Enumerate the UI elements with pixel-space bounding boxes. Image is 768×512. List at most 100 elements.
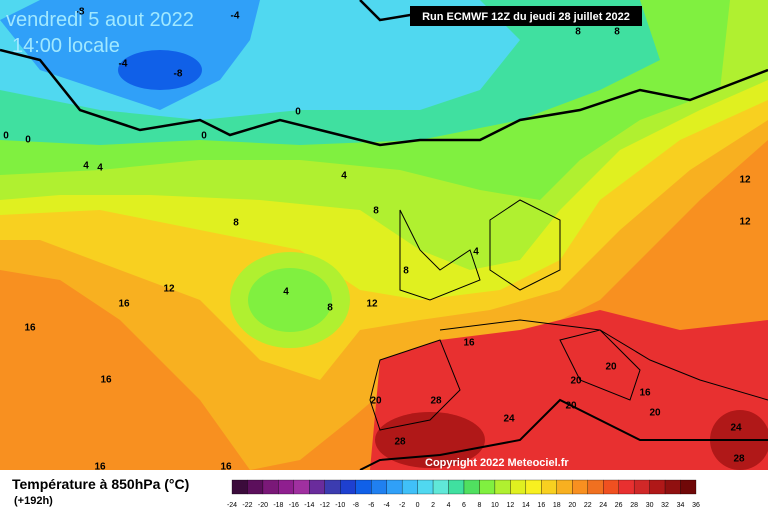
coastlines bbox=[0, 0, 768, 471]
scale-swatch bbox=[664, 479, 681, 495]
contour-label: 4 bbox=[473, 247, 479, 258]
contour-label: 20 bbox=[370, 396, 382, 407]
lead-time: (+192h) bbox=[14, 495, 53, 507]
scale-swatch bbox=[572, 479, 588, 495]
scale-swatch bbox=[340, 479, 356, 495]
scale-label: 2 bbox=[431, 502, 435, 509]
temperature-field bbox=[0, 0, 768, 470]
contour-label: 0 bbox=[295, 107, 301, 118]
contour-label: -8 bbox=[174, 69, 183, 80]
scale-swatch bbox=[633, 479, 650, 495]
scale-label: 36 bbox=[692, 502, 700, 509]
contour-label: 20 bbox=[649, 408, 661, 419]
contour-label: 0 bbox=[3, 131, 9, 142]
contour-label: -4 bbox=[231, 11, 240, 22]
contour-label: 4 bbox=[283, 287, 289, 298]
scale-swatch bbox=[262, 479, 279, 495]
contour-label: 4 bbox=[97, 163, 103, 174]
scale-label: 4 bbox=[447, 502, 451, 509]
scale-label: 26 bbox=[615, 502, 623, 509]
scale-label: 18 bbox=[553, 502, 561, 509]
scale-label: -10 bbox=[335, 502, 345, 509]
scale-swatch bbox=[525, 479, 542, 495]
scale-label: 22 bbox=[584, 502, 592, 509]
scale-swatch bbox=[231, 479, 248, 495]
scale-swatch bbox=[386, 479, 403, 495]
contour-label: 12 bbox=[163, 284, 175, 295]
color-scale: -24 -22 -20 -18 -16 -14 -12 -10 -8 -6 -4 -2 0 2 4 6 8 10 1… bbox=[227, 479, 700, 509]
scale-swatch bbox=[448, 479, 465, 495]
scale-label: 34 bbox=[677, 502, 685, 509]
scale-swatch bbox=[603, 479, 619, 495]
contour-label: 12 bbox=[739, 175, 751, 186]
contour-label: 8 bbox=[327, 303, 333, 314]
scale-swatch bbox=[278, 479, 295, 495]
scale-swatch bbox=[401, 479, 418, 495]
scale-swatch bbox=[324, 479, 341, 495]
contour-label: 8 bbox=[575, 27, 581, 38]
scale-label: 10 bbox=[491, 502, 499, 509]
contour-label: 28 bbox=[430, 396, 442, 407]
scale-label: 28 bbox=[630, 502, 638, 509]
contour-label: -8 bbox=[76, 7, 85, 18]
contour-label: 8 bbox=[373, 206, 379, 217]
scale-swatch bbox=[417, 479, 434, 495]
contour-label: 16 bbox=[94, 462, 106, 473]
contour-label: 0 bbox=[201, 131, 207, 142]
scale-label: -6 bbox=[368, 502, 374, 509]
run-info: Run ECMWF 12Z du jeudi 28 juillet 2022 bbox=[422, 11, 630, 23]
contour-label: 16 bbox=[220, 462, 232, 473]
scale-swatch bbox=[541, 479, 557, 495]
scale-label: -12 bbox=[320, 502, 330, 509]
scale-label: -4 bbox=[384, 502, 390, 509]
forecast-date: vendredi 5 aout 2022 bbox=[6, 9, 194, 31]
scale-label: 14 bbox=[522, 502, 530, 509]
scale-swatch bbox=[587, 479, 604, 495]
scale-label: -20 bbox=[258, 502, 268, 509]
scale-label: 32 bbox=[661, 502, 669, 509]
contour-label: 16 bbox=[24, 323, 36, 334]
run-box bbox=[410, 6, 642, 26]
scale-swatch bbox=[371, 479, 387, 495]
scale-swatch bbox=[680, 479, 697, 495]
scale-swatch bbox=[479, 479, 496, 495]
contour-label: 16 bbox=[463, 338, 475, 349]
contour-label: 8 bbox=[614, 27, 620, 38]
scale-swatch bbox=[463, 479, 480, 495]
scale-label: 20 bbox=[568, 502, 576, 509]
contour-label: 20 bbox=[565, 401, 577, 412]
scale-label: 24 bbox=[599, 502, 607, 509]
legend-title: Température à 850hPa (°C) bbox=[12, 476, 189, 492]
scale-label: 6 bbox=[462, 502, 466, 509]
scale-swatch bbox=[355, 479, 372, 495]
scale-swatch bbox=[556, 479, 573, 495]
scale-label: 16 bbox=[537, 502, 545, 509]
scale-swatch bbox=[510, 479, 527, 495]
scale-label: -18 bbox=[273, 502, 283, 509]
contour-label: 24 bbox=[730, 423, 742, 434]
scale-swatch bbox=[293, 479, 310, 495]
contour-label: 12 bbox=[366, 299, 378, 310]
scale-label: 30 bbox=[646, 502, 654, 509]
contour-label: 16 bbox=[118, 299, 130, 310]
contour-label: 16 bbox=[100, 375, 112, 386]
contour-label: 20 bbox=[605, 362, 617, 373]
scale-label: 8 bbox=[478, 502, 482, 509]
scale-swatch bbox=[494, 479, 511, 495]
forecast-time: 14:00 locale bbox=[12, 35, 120, 57]
contour-label: 8 bbox=[233, 218, 239, 229]
scale-label: 12 bbox=[507, 502, 515, 509]
scale-label: -14 bbox=[304, 502, 314, 509]
scale-label: -8 bbox=[353, 502, 359, 509]
contour-label: 16 bbox=[639, 388, 651, 399]
contour-label: 0 bbox=[25, 135, 31, 146]
contour-label: 8 bbox=[403, 266, 409, 277]
scale-label: 0 bbox=[416, 502, 420, 509]
contour-label: 20 bbox=[570, 376, 582, 387]
contour-label: 4 bbox=[341, 171, 347, 182]
contour-label: -4 bbox=[119, 59, 128, 70]
scale-swatch bbox=[432, 479, 449, 495]
contour-label: 12 bbox=[739, 217, 751, 228]
